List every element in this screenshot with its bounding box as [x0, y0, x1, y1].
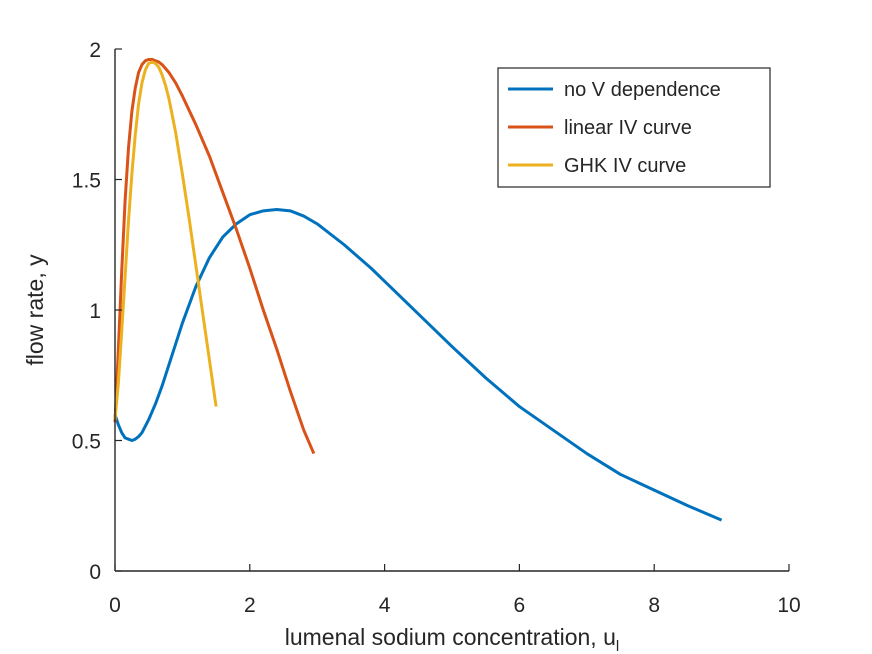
series-line-linear-iv-curve — [113, 57, 316, 455]
series-line-no-v-dependence — [113, 208, 723, 522]
y-tick-label: 2 — [89, 39, 101, 62]
x-axis-label: lumenal sodium concentration, ul — [285, 624, 619, 654]
x-axis-label-main: lumenal sodium concentration, u — [285, 624, 616, 650]
legend: no V dependence linear IV curve GHK IV cur… — [497, 67, 771, 188]
y-tick-label: 1 — [89, 300, 101, 323]
y-axis-label: flow rate, y — [22, 254, 48, 366]
x-axis-label-subscript: l — [616, 638, 619, 654]
legend-label: no V dependence — [564, 79, 721, 101]
legend-label: linear IV curve — [564, 117, 692, 139]
y-tick-label: 0.5 — [72, 431, 101, 454]
x-tick-label: 4 — [379, 594, 391, 617]
series-line-ghk-iv-curve — [113, 60, 218, 420]
series-layer — [113, 57, 723, 522]
x-tick-label: 10 — [777, 594, 800, 617]
x-tick-label: 6 — [514, 594, 526, 617]
y-tick-label: 1.5 — [72, 170, 101, 193]
x-tick-label: 8 — [648, 594, 660, 617]
x-tick-label: 2 — [244, 594, 256, 617]
x-tick-label: 0 — [109, 594, 121, 617]
axes-layer: 0 2 4 6 8 10 0 0.5 1 1.5 2 — [72, 39, 801, 617]
legend-label: GHK IV curve — [564, 155, 686, 177]
y-tick-label: 0 — [89, 561, 101, 584]
